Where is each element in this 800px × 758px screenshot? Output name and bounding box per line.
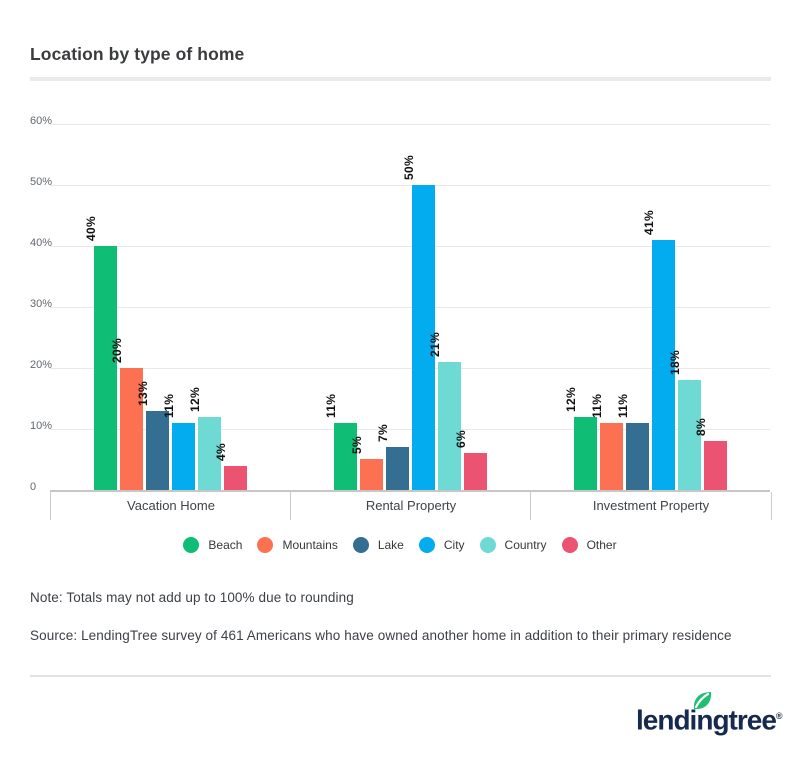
y-axis-tick-label: 10% bbox=[30, 420, 53, 432]
bar-value-label: 50% bbox=[402, 155, 416, 180]
bar-value-label: 11% bbox=[616, 393, 630, 418]
bar-other bbox=[463, 453, 487, 490]
brand-wordmark: lendingtree® bbox=[636, 702, 783, 734]
bar-mountains bbox=[599, 423, 623, 490]
y-axis-tick-label: 30% bbox=[30, 298, 53, 310]
category-label-rental-property: Rental Property bbox=[290, 492, 531, 520]
legend-label: City bbox=[443, 538, 465, 552]
gridline bbox=[50, 429, 770, 430]
gridline bbox=[50, 368, 770, 369]
legend-label: Other bbox=[586, 538, 617, 552]
category-label-vacation-home: Vacation Home bbox=[50, 492, 291, 520]
legend: Beach Mountains Lake City Country Other bbox=[0, 537, 800, 553]
category-label-investment-property: Investment Property bbox=[530, 492, 772, 520]
bar-mountains bbox=[359, 459, 383, 490]
bar-lake bbox=[385, 447, 409, 490]
legend-label: Country bbox=[504, 538, 547, 552]
bar-value-label: 12% bbox=[188, 387, 202, 412]
legend-item-city: City bbox=[418, 537, 465, 553]
lendingtree-logo: lendingtree® bbox=[636, 690, 786, 748]
bar-value-label: 13% bbox=[136, 381, 150, 406]
legend-label: Lake bbox=[377, 538, 404, 552]
bar-value-label: 8% bbox=[694, 418, 708, 436]
leaf-icon bbox=[693, 692, 712, 710]
bar-value-label: 5% bbox=[350, 436, 364, 454]
bar-other bbox=[703, 441, 727, 490]
legend-item-mountains: Mountains bbox=[257, 537, 338, 553]
legend-circle-icon bbox=[479, 537, 496, 553]
bar-value-label: 7% bbox=[376, 424, 390, 442]
legend-item-beach: Beach bbox=[183, 537, 242, 553]
bar-value-label: 6% bbox=[454, 430, 468, 448]
gridline bbox=[50, 185, 770, 186]
legend-circle-icon bbox=[257, 537, 274, 553]
legend-label: Mountains bbox=[282, 538, 338, 552]
legend-circle-icon bbox=[418, 537, 435, 553]
legend-item-lake: Lake bbox=[352, 537, 404, 553]
bar-value-label: 18% bbox=[668, 350, 682, 375]
bar-value-label: 4% bbox=[214, 443, 228, 461]
legend-item-other: Other bbox=[561, 537, 617, 553]
bar-value-label: 11% bbox=[324, 393, 338, 418]
registered-mark: ® bbox=[775, 711, 783, 721]
bar-city bbox=[171, 423, 195, 490]
x-axis-line bbox=[50, 490, 770, 492]
bar-lake bbox=[145, 411, 169, 490]
bar-country bbox=[437, 362, 461, 490]
brand-text: lendingtree bbox=[636, 704, 777, 736]
bar-country bbox=[677, 380, 701, 490]
source-text: Source: LendingTree survey of 461 Americ… bbox=[30, 628, 732, 643]
note-text: Note: Totals may not add up to 100% due … bbox=[30, 590, 354, 605]
bar-beach bbox=[93, 246, 117, 490]
bar-value-label: 12% bbox=[564, 387, 578, 412]
y-axis-tick-label: 20% bbox=[30, 359, 53, 371]
bar-value-label: 11% bbox=[590, 393, 604, 418]
bar-country bbox=[197, 417, 221, 490]
y-axis-tick-label: 50% bbox=[30, 176, 53, 188]
gridline bbox=[50, 307, 770, 308]
bar-value-label: 40% bbox=[84, 216, 98, 241]
legend-circle-icon bbox=[352, 537, 369, 553]
bar-lake bbox=[625, 423, 649, 490]
bar-value-label: 11% bbox=[162, 393, 176, 418]
legend-circle-icon bbox=[561, 537, 578, 553]
bar-other bbox=[223, 466, 247, 490]
bar-value-label: 41% bbox=[642, 210, 656, 235]
bar-city bbox=[651, 240, 675, 490]
footer-divider bbox=[30, 675, 771, 677]
legend-item-country: Country bbox=[479, 537, 547, 553]
y-axis-tick-label: 60% bbox=[30, 115, 53, 127]
bar-value-label: 20% bbox=[110, 338, 124, 363]
legend-label: Beach bbox=[208, 538, 243, 552]
bar-beach bbox=[333, 423, 357, 490]
legend-circle-icon bbox=[183, 537, 200, 553]
y-axis-tick-label: 0 bbox=[30, 481, 37, 493]
bar-beach bbox=[573, 417, 597, 490]
bar-value-label: 21% bbox=[428, 332, 442, 357]
title-divider bbox=[30, 77, 771, 81]
y-axis-tick-label: 40% bbox=[30, 237, 53, 249]
gridline bbox=[50, 246, 770, 247]
chart-title: Location by type of home bbox=[30, 44, 245, 64]
bar-city bbox=[411, 185, 435, 490]
bar-mountains bbox=[119, 368, 143, 490]
gridline bbox=[50, 124, 770, 125]
